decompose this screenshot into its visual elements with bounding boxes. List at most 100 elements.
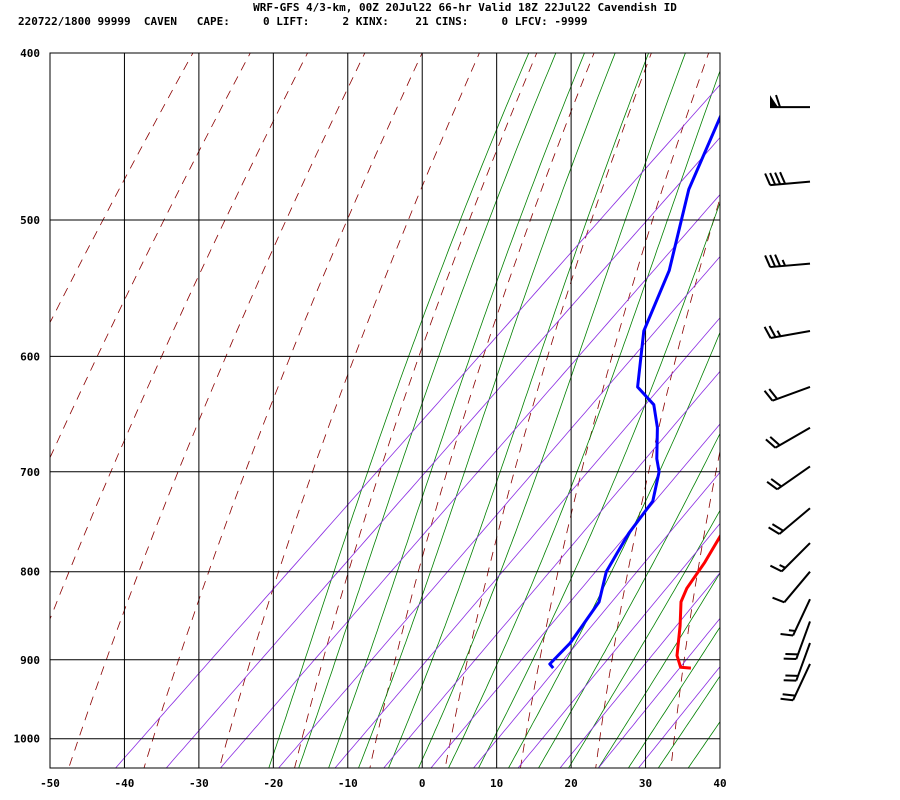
moist-adiabat-line — [268, 53, 530, 768]
x-tick-label: 20 — [564, 777, 577, 790]
moist-adiabat-line — [298, 53, 557, 768]
moist-adiabat-line — [328, 53, 585, 768]
mixing-ratio-line — [597, 617, 720, 768]
mixing-ratio-line — [559, 572, 720, 768]
dry-adiabat-line — [50, 53, 309, 621]
dry-adiabat-line — [50, 53, 194, 324]
moist-adiabat-line — [448, 69, 720, 768]
y-axis-ticks: 400 500 600 700 800 900 1000 — [14, 47, 41, 746]
y-tick-label: 800 — [20, 566, 40, 579]
y-tick-label: 500 — [20, 214, 40, 227]
x-tick-label: 0 — [419, 777, 426, 790]
series-layer — [548, 113, 720, 670]
wind-barb — [770, 94, 810, 109]
barb-shaft — [770, 180, 811, 187]
y-tick-label: 400 — [20, 47, 40, 60]
mixing-ratio-line — [278, 256, 720, 768]
dry-adiabat-line — [520, 53, 710, 768]
dry-adiabat-line — [68, 53, 366, 768]
dry-adiabat-line — [143, 53, 423, 768]
moist-adiabat-line — [568, 509, 720, 768]
dry-adiabat-line — [218, 53, 480, 768]
wind-barb — [769, 542, 811, 573]
dry-adiabat-line — [821, 34, 900, 772]
barb-feather — [766, 480, 778, 491]
moist-adiabat-line — [657, 675, 720, 768]
barb-shaft — [774, 426, 811, 449]
wind-barb — [772, 571, 811, 604]
barb-feather — [768, 526, 780, 535]
x-tick-label: -10 — [338, 777, 358, 790]
barb-feather — [780, 633, 794, 637]
barb-shaft — [776, 465, 811, 491]
moist-adiabat-line — [597, 572, 720, 768]
wind-barb — [763, 325, 811, 339]
moist-adiabat-line — [418, 53, 686, 768]
barb-shaft — [783, 571, 811, 603]
barb-shaft — [792, 663, 811, 701]
mixing-ratio-line — [334, 317, 720, 768]
barb-shaft — [770, 330, 811, 339]
dry-adiabat-line — [746, 34, 886, 772]
moist-adiabat-line — [388, 53, 650, 768]
dry-adiabat-line — [444, 53, 652, 768]
moist-adiabat-line — [358, 53, 616, 768]
barb-half-feather — [781, 259, 787, 267]
barb-feather — [775, 94, 781, 108]
x-tick-label: 10 — [490, 777, 503, 790]
y-tick-label: 700 — [20, 466, 40, 479]
barb-feather — [769, 564, 783, 573]
x-tick-label: 30 — [639, 777, 652, 790]
barb-shaft — [778, 507, 811, 535]
barb-shaft — [792, 598, 811, 636]
x-tick-label: -30 — [189, 777, 209, 790]
y-tick-label: 900 — [20, 654, 40, 667]
barb-shaft — [795, 621, 811, 660]
barb-feather — [763, 326, 772, 339]
moist-adiabat-line — [478, 201, 720, 768]
wind-barb — [765, 426, 811, 449]
barb-half-feather — [779, 564, 786, 569]
barb-feather — [764, 173, 772, 186]
plot-frame — [49, 52, 721, 769]
wind-barb — [764, 254, 811, 269]
barb-feather — [779, 171, 787, 185]
x-tick-label: -40 — [115, 777, 135, 790]
mixing-ratio-line — [472, 471, 720, 768]
barb-feather — [768, 325, 777, 338]
y-tick-label: 1000 — [14, 733, 41, 746]
grid — [50, 52, 720, 768]
wind-barb — [766, 465, 811, 491]
barb-feather — [763, 390, 774, 402]
barb-feather — [774, 254, 782, 267]
wind-barbs — [763, 94, 811, 702]
barb-feather — [782, 693, 796, 697]
wind-barb — [783, 642, 811, 682]
barb-half-feather — [776, 330, 782, 337]
moist-adiabat-line — [627, 626, 720, 768]
wind-barb — [763, 386, 811, 402]
barb-half-feather — [788, 629, 796, 632]
moist-adiabat-line — [538, 432, 720, 768]
dewpoint-profile — [548, 113, 720, 670]
y-tick-label: 600 — [20, 350, 40, 363]
barb-feather — [772, 596, 785, 604]
dry-adiabat-line — [294, 53, 538, 768]
wind-barb — [768, 507, 811, 535]
moist-adiabat-line — [508, 331, 720, 768]
chart-title: WRF-GFS 4/3-km, 00Z 20Jul22 66-hr Valid … — [253, 1, 677, 14]
mixing-ratio-line — [637, 666, 720, 768]
barb-feather — [780, 697, 794, 702]
dry-adiabat-line — [670, 449, 720, 768]
mixing-ratio-line — [165, 136, 720, 768]
x-tick-label: -20 — [263, 777, 283, 790]
barb-feather — [765, 438, 777, 449]
barb-feather — [771, 523, 784, 532]
barb-shaft — [770, 262, 811, 269]
barb-feather — [768, 388, 778, 400]
wind-barb — [780, 663, 811, 702]
dry-adiabat-line — [369, 53, 595, 768]
x-tick-label: -50 — [40, 777, 60, 790]
wind-barb — [764, 171, 811, 187]
